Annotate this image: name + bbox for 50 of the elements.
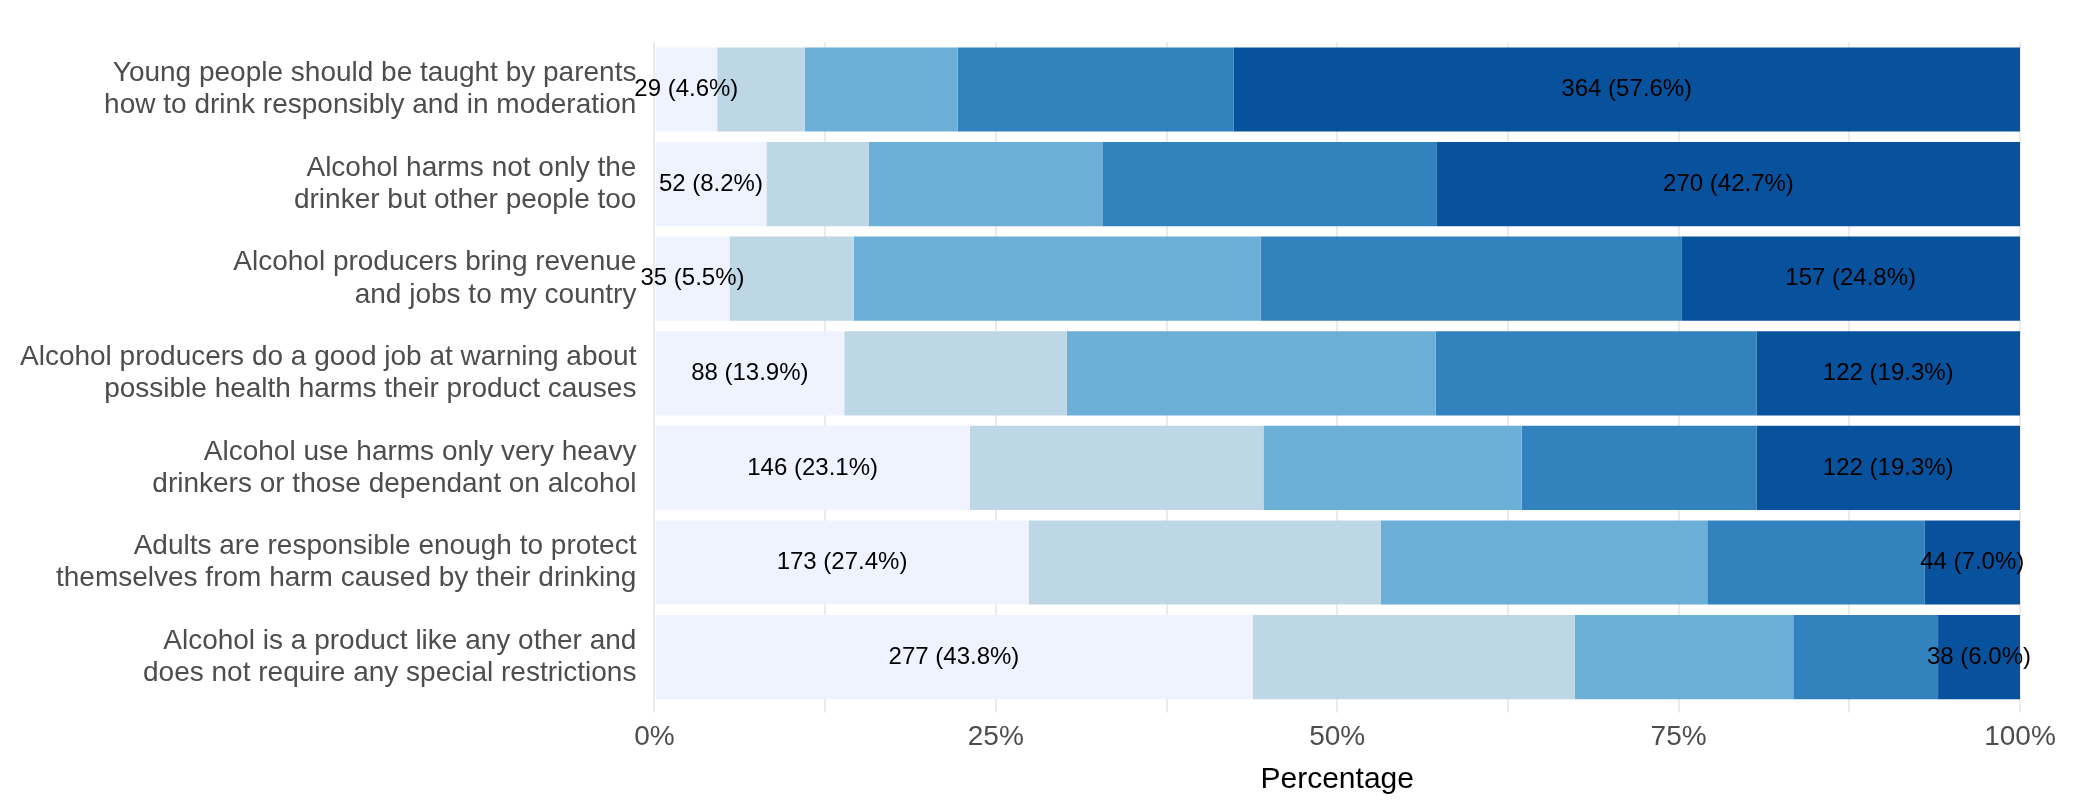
bar [844,331,1067,416]
bar [1756,425,2020,510]
bar [1435,331,1757,416]
y-tick-label: Alcohol use harms only very heavy drinkers or those dependant on alcohol [152,434,637,498]
bar [1260,236,1682,321]
bar [957,47,1234,132]
bar [1681,236,2020,321]
y-tick-label: Alcohol harms not only the drinker but other people too [293,150,637,214]
data-label: 35 (5.5%) [640,263,745,291]
data-label: 173 (27.4%) [776,547,908,575]
bar [969,425,1264,510]
x-tick-label: 100% [1984,719,2056,751]
bar [804,47,958,132]
x-tick-label: 50% [1309,719,1366,751]
bar [1028,520,1381,605]
bar [1380,520,1708,605]
bar [655,331,845,416]
bar [853,236,1261,321]
data-label: 122 (19.3%) [1822,452,1954,480]
bar [1252,615,1575,700]
bar [1436,142,2020,227]
data-label: 122 (19.3%) [1822,357,1954,385]
data-label: 270 (42.7%) [1663,168,1794,196]
bar [1574,615,1794,700]
bar [655,142,767,227]
data-label: 146 (23.1%) [747,452,879,480]
bar [766,142,869,227]
bar [655,615,1253,700]
data-label: 364 (57.6%) [1561,74,1693,102]
data-label: 52 (8.2%) [658,168,763,196]
bar [1263,425,1522,510]
x-tick-label: 0% [634,719,675,751]
bar [655,425,970,510]
bar [1233,47,2020,132]
y-tick-label: Alcohol producers bring revenue and jobs to my country [233,245,637,309]
data-label: 157 (24.8%) [1785,263,1917,291]
x-tick-label: 25% [967,719,1024,751]
y-tick-label: Alcohol producers do a good job at warning about possible health harms their product causes [19,339,637,404]
bar [1756,331,2020,416]
x-tick-label: 75% [1650,719,1707,751]
y-tick-label: Adults are responsible enough to protect themselves from harm caused by their drinking [55,529,637,593]
x-axis-title: Percentage [1260,761,1414,795]
bar [1521,425,1757,510]
y-tick-label: Alcohol is a product like any other and does not require any special restrictions [143,623,637,687]
data-label: 277 (43.8%) [888,641,1020,669]
bar [868,142,1103,227]
bar [1102,142,1437,227]
bar [655,520,1029,605]
data-label: 88 (13.9%) [691,357,809,385]
bar [1066,331,1436,416]
